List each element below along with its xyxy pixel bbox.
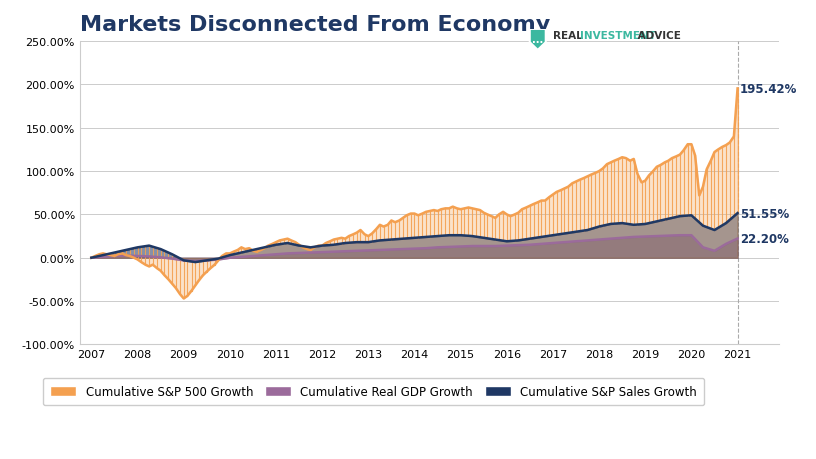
Text: INVESTMENT: INVESTMENT <box>580 31 656 41</box>
PathPatch shape <box>530 30 546 51</box>
Text: 51.55%: 51.55% <box>740 207 789 220</box>
Legend: Cumulative S&P 500 Growth, Cumulative Real GDP Growth, Cumulative S&P Sales Grow: Cumulative S&P 500 Growth, Cumulative Re… <box>43 378 704 405</box>
Text: Markets Disconnected From Economy: Markets Disconnected From Economy <box>80 15 550 35</box>
Text: ADVICE: ADVICE <box>634 31 681 41</box>
Text: REAL: REAL <box>553 31 587 41</box>
Text: 195.42%: 195.42% <box>740 83 797 95</box>
Text: 22.20%: 22.20% <box>740 233 789 246</box>
Text: ...: ... <box>532 35 543 45</box>
